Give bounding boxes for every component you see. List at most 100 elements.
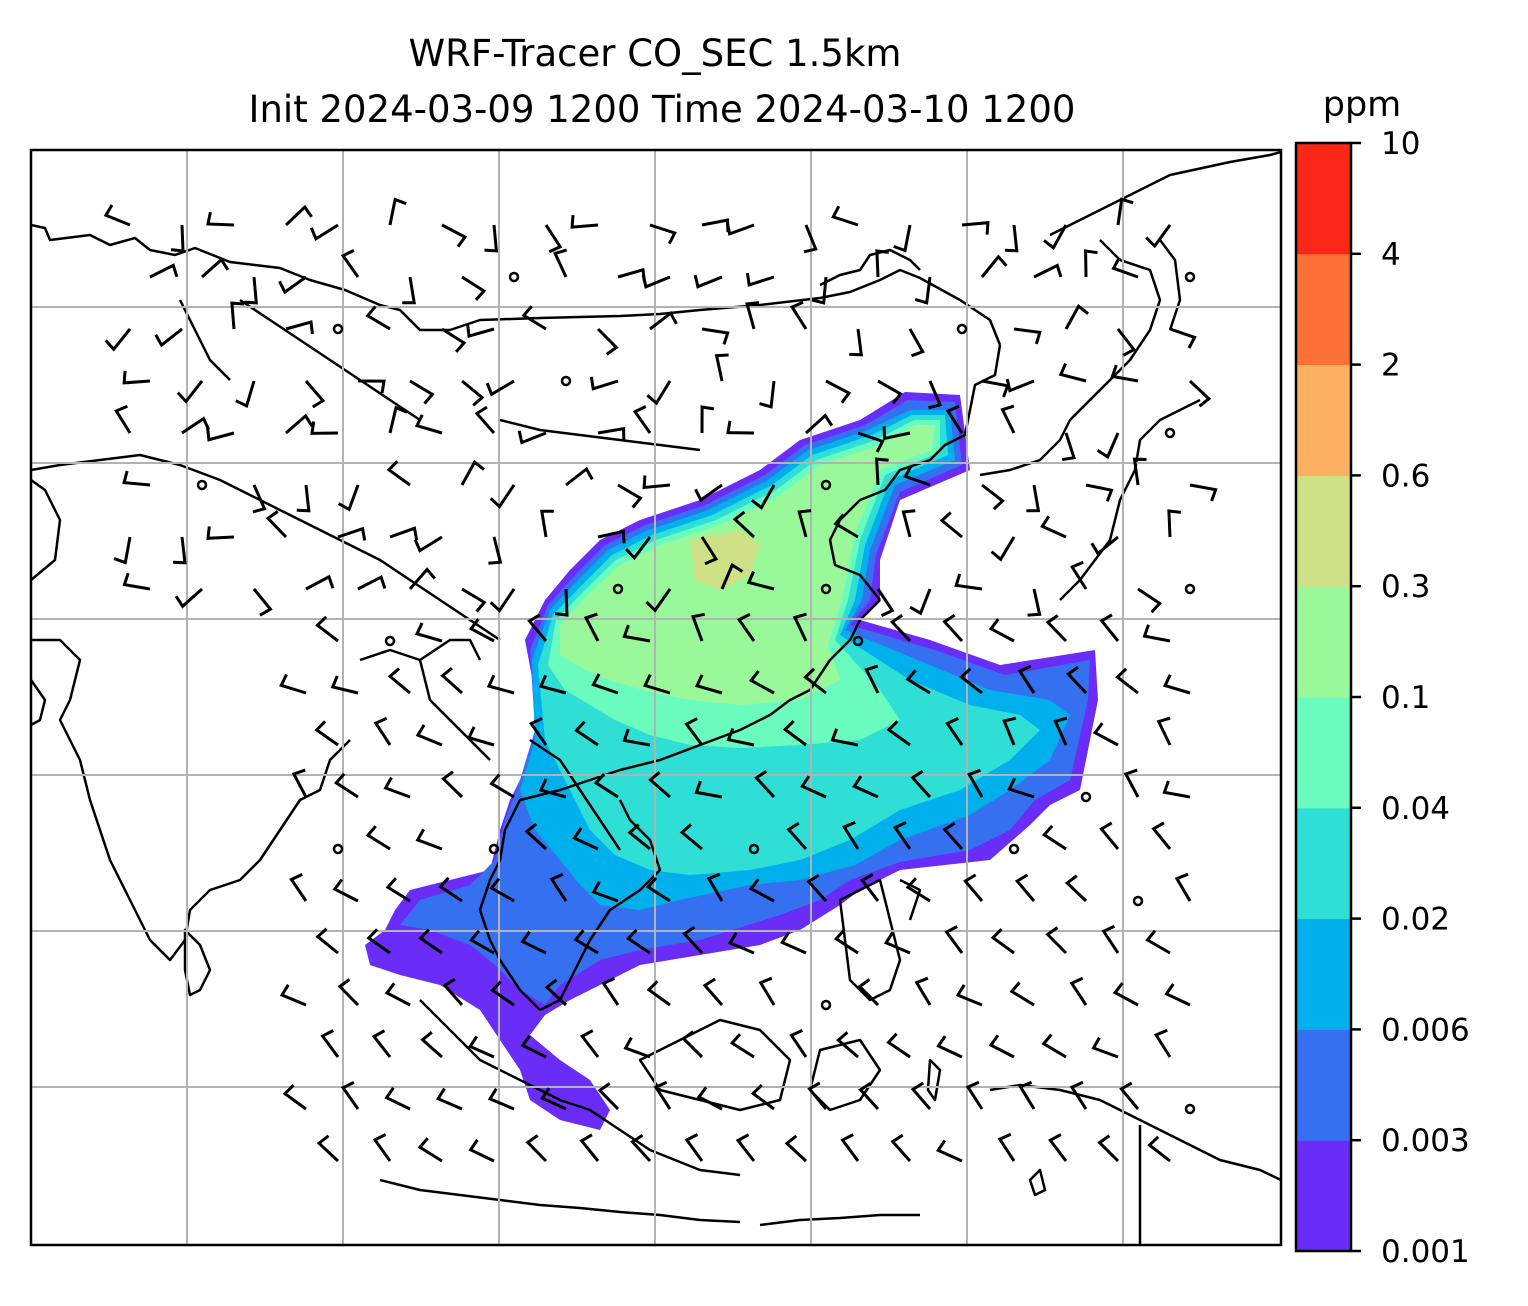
wind-barb [484, 224, 499, 253]
wind-barb [642, 475, 671, 490]
wind-barb [305, 574, 335, 591]
wind-barb [469, 929, 495, 955]
wind-barb [746, 570, 775, 591]
wind-barb [490, 980, 515, 1007]
wind-barb [648, 771, 671, 799]
wind-barb [1137, 587, 1162, 614]
map-gridlines [31, 150, 1281, 1245]
wind-barb [645, 877, 671, 903]
wind-barb [1090, 535, 1119, 556]
title-line2: Init 2024-03-09 1200 Time 2024-03-10 120… [249, 88, 1076, 131]
colorbar-swatch [1296, 253, 1351, 366]
wind-barb [997, 1132, 1016, 1162]
wind-barb [622, 624, 651, 643]
wind-barb [114, 404, 132, 434]
wind-barb [1167, 509, 1181, 538]
wind-barb [170, 224, 185, 253]
wind-barb [646, 980, 671, 1007]
wind-barb [601, 977, 620, 1006]
wind-barb [357, 379, 386, 394]
wind-barb [384, 1086, 411, 1111]
calm-wind-marker [1184, 583, 1196, 595]
wind-barb [337, 526, 367, 541]
wind-barb [876, 588, 895, 617]
wind-barb [1119, 1081, 1140, 1110]
colorbar-swatch [1296, 918, 1351, 1030]
wind-barb [597, 529, 626, 544]
wind-barb [413, 535, 443, 553]
wind-barb [489, 484, 516, 509]
wind-barb [694, 780, 723, 799]
calm-wind-marker [1008, 843, 1020, 855]
wind-barb [1145, 224, 1172, 249]
wind-barb [461, 587, 487, 613]
wind-barb [435, 1087, 463, 1111]
wind-barb [415, 828, 443, 851]
wind-barb [754, 769, 776, 799]
colorbar-tick-label: 0.001 [1381, 1234, 1470, 1270]
wind-barb [474, 405, 496, 434]
wind-barb [538, 674, 567, 695]
colorbar-ticks: 0.001 0.003 0.006 0.02 0.04 0.1 0.3 0.6 2 4 10 [1351, 126, 1470, 1270]
wind-barb [789, 300, 808, 330]
calm-wind-marker [956, 323, 968, 335]
wind-barb [1096, 432, 1120, 460]
wind-barb [441, 223, 468, 248]
wind-barb [889, 614, 912, 643]
wind-barb [554, 588, 569, 617]
wind-barb [729, 1033, 755, 1059]
wind-barbs [103, 197, 1218, 1163]
wind-barb [803, 224, 818, 254]
wind-barb [418, 928, 443, 955]
wind-barb [591, 880, 619, 903]
wind-barb [337, 484, 360, 512]
wind-barb [540, 509, 554, 538]
wind-barb [841, 820, 860, 850]
map-panel [29, 148, 1283, 1247]
wind-barb [1162, 674, 1191, 695]
wind-barb [304, 380, 326, 409]
wind-barb [340, 249, 360, 278]
colorbar-swatch [1296, 1029, 1351, 1141]
wind-barb [967, 768, 984, 798]
wind-barb [852, 775, 879, 799]
wind-barb [441, 770, 464, 799]
wind-barb [1033, 263, 1063, 279]
calm-wind-marker [332, 843, 344, 855]
wind-barb [409, 379, 435, 405]
wind-barb [914, 976, 932, 1006]
wind-barb [1084, 249, 1098, 278]
wind-barb [792, 612, 808, 642]
wind-barb [291, 768, 308, 798]
wind-barb [365, 305, 391, 331]
wind-barb [988, 1034, 1015, 1059]
wind-barb [487, 1087, 515, 1111]
wind-barb [540, 1087, 567, 1111]
wind-barb [387, 667, 411, 695]
wind-barb [727, 931, 755, 955]
wind-barb [833, 928, 859, 955]
wind-barb [758, 976, 776, 1006]
wind-barb [786, 821, 808, 850]
wind-barb [859, 873, 880, 902]
wind-barb [206, 427, 235, 442]
wind-barb [565, 466, 594, 487]
wind-barb [320, 1029, 340, 1058]
wind-barb [784, 1134, 808, 1163]
wind-barb [714, 353, 729, 382]
wind-barb [520, 930, 547, 955]
wind-barb [296, 484, 311, 513]
wind-barb [690, 612, 705, 642]
wind-barb [945, 717, 964, 746]
colorbar-swatch [1296, 364, 1351, 476]
colorbar-tick-label: 0.02 [1381, 902, 1450, 938]
wind-barb [1115, 667, 1139, 695]
wind-barb [745, 272, 775, 287]
wind-barb [1069, 560, 1088, 590]
wind-barb [337, 978, 360, 1007]
wind-barb [597, 426, 626, 441]
wind-barb [1013, 327, 1042, 345]
wind-barb [1156, 716, 1172, 746]
wind-barb [252, 484, 267, 514]
wind-barb [553, 248, 568, 278]
